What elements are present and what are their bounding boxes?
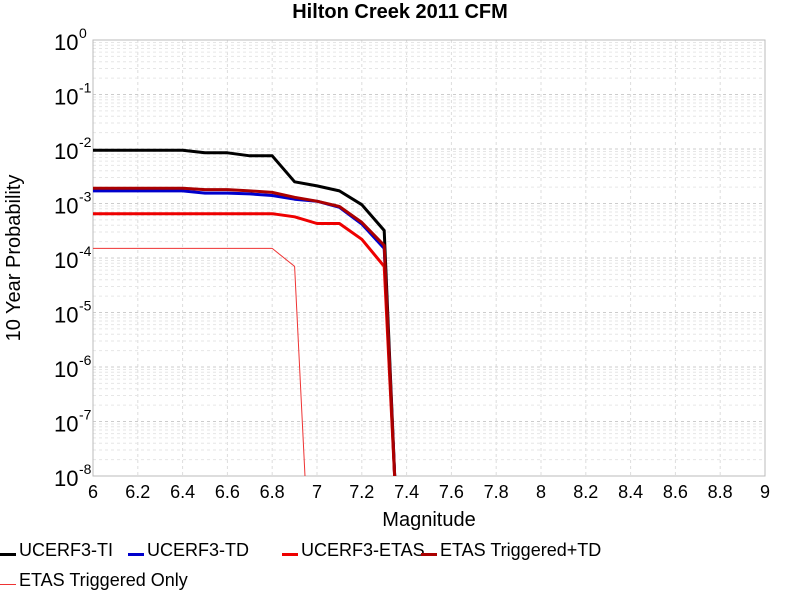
- y-tick-exponent: -6: [79, 352, 92, 368]
- y-tick-exponent: -1: [79, 80, 92, 96]
- legend-item: UCERF3-TI: [0, 538, 113, 562]
- y-tick-label: 10: [54, 85, 78, 110]
- y-tick-exponent: -2: [79, 134, 92, 150]
- legend-label: UCERF3-ETAS: [301, 539, 425, 560]
- legend-label: UCERF3-TD: [147, 539, 249, 560]
- series-lines: [93, 148, 397, 476]
- series-line-ucerf3-ti: [93, 148, 397, 476]
- x-tick-label: 7.4: [394, 482, 419, 502]
- chart: Hilton Creek 2011 CFM 6 6.2 6.4 6.6 6.8 7 7.2 7…: [3, 1, 770, 531]
- x-tick-label: 9: [760, 482, 770, 502]
- series-line-ucerf3-td: [93, 189, 397, 476]
- y-tick-label: 10: [54, 248, 78, 273]
- y-tick-exponent: -3: [79, 189, 92, 205]
- y-tick-label: 10: [54, 139, 78, 164]
- x-tick-label: 8: [536, 482, 546, 502]
- x-tick-label: 7.8: [484, 482, 509, 502]
- x-tick-label: 8.6: [663, 482, 688, 502]
- legend-label: UCERF3-TI: [19, 539, 113, 560]
- x-tick-label: 6.4: [170, 482, 195, 502]
- legend-swatch: [0, 552, 16, 556]
- grid: [92, 40, 766, 477]
- x-tick-label: 7.6: [439, 482, 464, 502]
- plot-area-border: [92, 39, 766, 477]
- x-tick-label: 8.2: [573, 482, 598, 502]
- series-line-etas-triggered-only: [93, 247, 306, 476]
- y-tick-label: 10: [54, 303, 78, 328]
- legend-item: ETAS Triggered Only: [0, 568, 188, 592]
- chart-title: Hilton Creek 2011 CFM: [292, 1, 508, 23]
- x-tick-label: 6: [88, 482, 98, 502]
- y-tick-label: 10: [54, 412, 78, 437]
- legend-swatch: [282, 552, 298, 556]
- y-tick-label: 10: [54, 30, 78, 55]
- y-tick-exponent: -4: [79, 243, 92, 259]
- x-tick-label: 6.2: [125, 482, 150, 502]
- y-tick-label: 10: [54, 466, 78, 491]
- series-line-ucerf3-etas: [93, 212, 397, 476]
- legend-label: ETAS Triggered Only: [19, 569, 188, 590]
- legend-item: UCERF3-ETAS: [282, 538, 425, 562]
- x-axis-label: Magnitude: [382, 509, 475, 531]
- legend-item: UCERF3-TD: [128, 538, 249, 562]
- y-tick-exponent: -5: [79, 298, 92, 314]
- legend: UCERF3-TI UCERF3-TD UCERF3-ETAS ETAS Trigge…: [0, 536, 800, 600]
- legend-item: ETAS Triggered+TD: [421, 538, 601, 562]
- x-tick-label: 8.8: [708, 482, 733, 502]
- legend-swatch: [128, 552, 144, 556]
- legend-label: ETAS Triggered+TD: [440, 539, 602, 560]
- legend-swatch: [0, 583, 16, 585]
- y-tick-exponent: 0: [79, 25, 87, 41]
- legend-swatch: [421, 552, 437, 556]
- x-tick-label: 8.4: [618, 482, 643, 502]
- x-tick-labels: 6 6.2 6.4 6.6 6.8 7 7.2 7.4 7.6 7.8 8 8.2 8.4 8.6 8.8 9: [88, 482, 770, 502]
- x-tick-label: 7: [312, 482, 322, 502]
- series-line-etas-triggered-td: [93, 186, 397, 476]
- y-tick-label: 10: [54, 194, 78, 219]
- x-tick-label: 7.2: [349, 482, 374, 502]
- y-tick-exponent: -7: [79, 407, 92, 423]
- y-tick-label: 10: [54, 357, 78, 382]
- x-tick-label: 6.6: [215, 482, 240, 502]
- y-axis-label: 10 Year Probability: [3, 175, 25, 342]
- y-tick-exponent: -8: [79, 461, 92, 477]
- x-tick-label: 6.8: [260, 482, 285, 502]
